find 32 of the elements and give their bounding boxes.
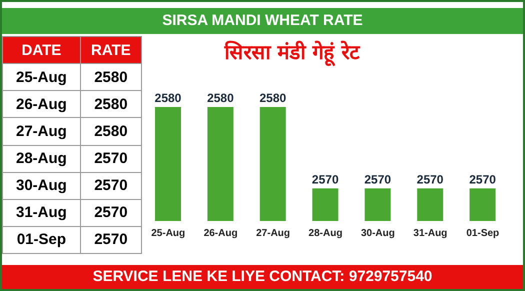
text: 2570 <box>94 204 128 222</box>
text: 2580 <box>94 68 128 86</box>
category-label: 25-Aug <box>16 68 67 86</box>
chart-title: SIRSA MANDI WHEAT RATE <box>2 8 523 34</box>
data-label: 2570 <box>416 172 444 186</box>
text: 2570 <box>94 177 128 194</box>
data-label: 2580 <box>260 91 287 105</box>
x-tick-label: 30-Aug <box>360 228 395 240</box>
x-tick-label: 27-Aug <box>256 228 290 240</box>
category-label: 26-Aug <box>16 96 67 113</box>
text: SERVICE LENE KE LIYE CONTACT: 9729757540 <box>2 265 523 289</box>
category-label: 28-Aug <box>16 150 67 168</box>
text: DATE <box>2 36 80 64</box>
x-tick-label: 31-Aug <box>413 228 448 240</box>
data-label: 2580 <box>154 91 182 105</box>
text: 2580 <box>94 122 128 140</box>
category-label: 27-Aug <box>16 122 67 140</box>
x-tick-label: 01-Sep <box>466 228 500 240</box>
category-label: 30-Aug <box>16 177 67 194</box>
category-label: 31-Aug <box>16 204 67 222</box>
x-tick-label: 28-Aug <box>308 228 342 240</box>
chart-subtitle: सिरसा मंडी गेहूं रेट <box>223 39 362 65</box>
text: RATE <box>80 36 142 64</box>
data-label: 2580 <box>207 91 234 105</box>
x-tick-label: 26-Aug <box>204 228 238 240</box>
data-label: 2570 <box>469 172 496 186</box>
data-label: 2570 <box>364 172 392 186</box>
data-label: 2570 <box>312 172 339 186</box>
text: 2580 <box>94 96 128 113</box>
text: 2570 <box>94 150 128 168</box>
text: 2570 <box>94 231 128 248</box>
x-tick-label: 25-Aug <box>151 228 186 240</box>
